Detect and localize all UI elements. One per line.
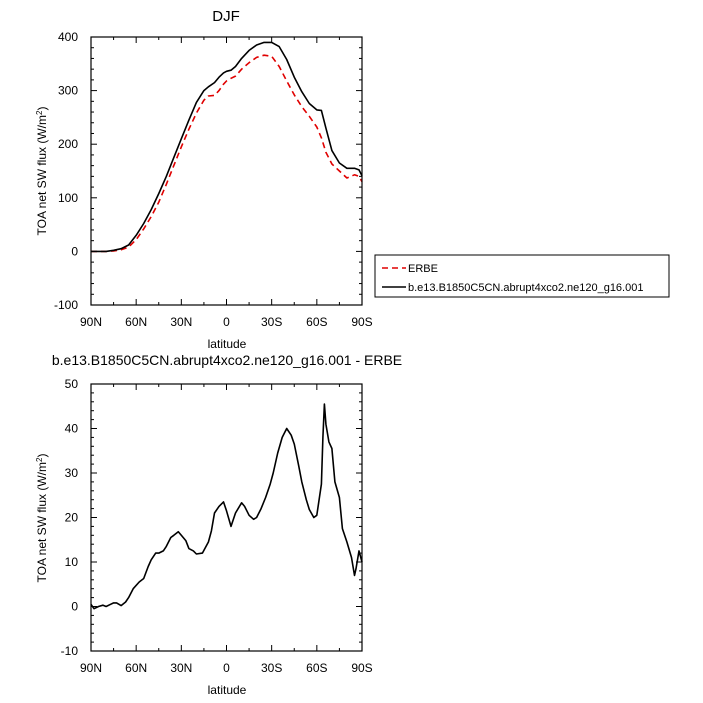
top-plot-frame <box>90 36 363 306</box>
bottom-x-tick-label: 60N <box>125 661 147 675</box>
top-panel: DJF 90N 60N 30N 0 30S 60S 90S -100 0 100 200 300 400… <box>35 8 670 351</box>
top-y-tick-label: 0 <box>71 244 78 258</box>
bottom-y-axis-label: TOA net SW flux (W/m2) <box>35 454 49 583</box>
bottom-plot-area: 90N 60N 30N 0 30S 60S 90S -10 0 10 20 30 40 50 <box>61 377 373 675</box>
bottom-x-tick-label: 30S <box>261 661 282 675</box>
top-y-tick-label: 300 <box>58 84 78 98</box>
top-x-tick-label: 30N <box>170 315 192 329</box>
bottom-x-axis-label: latitude <box>208 683 247 697</box>
top-x-tick-label: 60N <box>125 315 147 329</box>
top-x-tick-label: 90S <box>351 315 372 329</box>
bottom-y-tick-label: 10 <box>65 555 79 569</box>
top-series-line-1 <box>91 41 363 253</box>
top-y-axis-label: TOA net SW flux (W/m2) <box>35 107 49 236</box>
bottom-panel-title: b.e13.B1850C5CN.abrupt4xco2.ne120_g16.00… <box>52 352 402 368</box>
top-x-tick-label: 30S <box>261 315 282 329</box>
bottom-x-tick-label: 90N <box>80 661 102 675</box>
top-x-tick-label: 90N <box>80 315 102 329</box>
bottom-plot-frame <box>90 383 363 652</box>
bottom-y-tick-label: 30 <box>65 466 79 480</box>
bottom-x-tick-label: 60S <box>306 661 327 675</box>
top-x-tick-label: 0 <box>223 315 230 329</box>
bottom-series-line-0 <box>90 403 363 610</box>
legend-label-model: b.e13.B1850C5CN.abrupt4xco2.ne120_g16.00… <box>408 282 643 294</box>
bottom-y-tick-label: 20 <box>65 511 79 525</box>
top-series-line-0 <box>91 54 363 253</box>
top-x-tick-label: 60S <box>306 315 327 329</box>
bottom-x-tick-label: 30N <box>170 661 192 675</box>
legend-label-erbe: ERBE <box>408 263 438 275</box>
bottom-panel: b.e13.B1850C5CN.abrupt4xco2.ne120_g16.00… <box>35 352 402 697</box>
top-plot-area: 90N 60N 30N 0 30S 60S 90S -100 0 100 200 300 400 <box>54 30 373 329</box>
bottom-x-tick-label: 0 <box>223 661 230 675</box>
top-y-tick-label: 100 <box>58 191 78 205</box>
top-x-axis-label: latitude <box>208 337 247 351</box>
top-y-tick-label: -100 <box>54 298 78 312</box>
bottom-x-tick-label: 90S <box>351 661 372 675</box>
bottom-y-tick-label: 0 <box>71 600 78 614</box>
legend-box <box>374 254 670 298</box>
top-panel-title: DJF <box>212 8 240 25</box>
legend: ERBE b.e13.B1850C5CN.abrupt4xco2.ne120_g… <box>374 254 670 298</box>
top-y-tick-label: 200 <box>58 137 78 151</box>
bottom-y-tick-label: -10 <box>61 644 79 658</box>
bottom-y-tick-label: 40 <box>65 422 79 436</box>
top-y-tick-label: 400 <box>58 30 78 44</box>
bottom-y-tick-label: 50 <box>65 377 79 391</box>
